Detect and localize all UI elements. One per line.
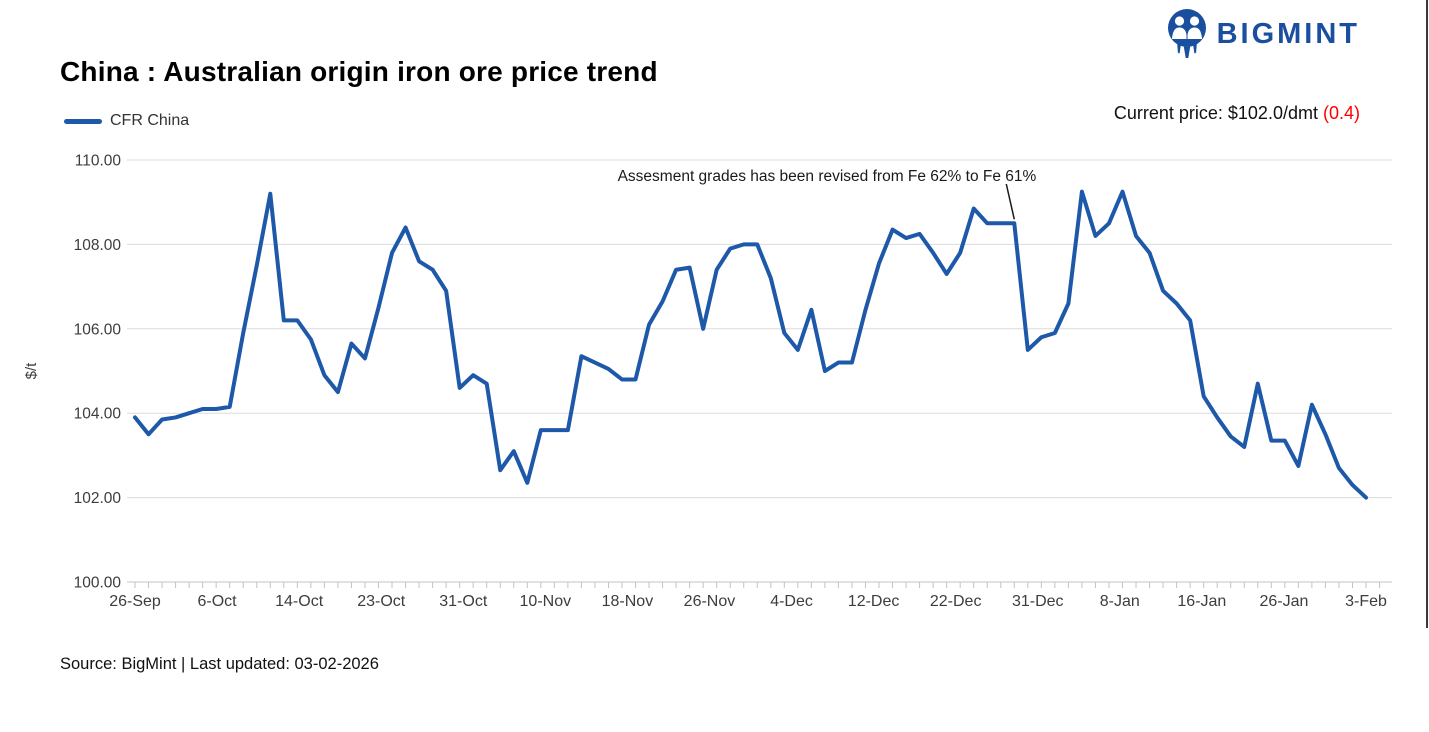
- legend-series-label: CFR China: [110, 112, 190, 129]
- svg-text:104.00: 104.00: [74, 406, 122, 423]
- svg-text:26-Jan: 26-Jan: [1259, 593, 1308, 610]
- svg-text:110.00: 110.00: [75, 153, 122, 170]
- svg-text:23-Oct: 23-Oct: [357, 593, 406, 610]
- current-price: Current price: $102.0/dmt (0.4): [1114, 103, 1360, 124]
- chart-title: China : Australian origin iron ore price…: [60, 56, 658, 87]
- svg-text:26-Nov: 26-Nov: [684, 593, 736, 610]
- legend-line-swatch: [64, 118, 102, 124]
- svg-text:102.00: 102.00: [74, 490, 122, 507]
- svg-text:100.00: 100.00: [74, 575, 122, 592]
- svg-text:16-Jan: 16-Jan: [1177, 593, 1226, 610]
- svg-text:18-Nov: 18-Nov: [602, 593, 654, 610]
- bigmint-logo-text: BIGMINT: [1216, 17, 1360, 50]
- svg-text:106.00: 106.00: [74, 321, 122, 338]
- current-price-change: (0.4): [1322, 103, 1360, 123]
- bigmint-logo-icon: [1167, 9, 1206, 58]
- current-price-label: Current price: $102.0/dmt: [1113, 103, 1318, 123]
- svg-text:31-Oct: 31-Oct: [439, 593, 488, 610]
- source-note: Source: BigMint | Last updated: 03-02-20…: [60, 655, 379, 673]
- window-right-edge: [1426, 0, 1428, 628]
- svg-text:22-Dec: 22-Dec: [930, 593, 982, 610]
- bigmint-logo: BIGMINT: [1166, 8, 1360, 60]
- svg-text:6-Oct: 6-Oct: [198, 593, 238, 610]
- chart-legend: CFR China: [64, 112, 189, 130]
- svg-text:4-Dec: 4-Dec: [770, 593, 813, 610]
- svg-text:10-Nov: 10-Nov: [520, 593, 572, 610]
- chart-annotation: Assesment grades has been revised from F…: [617, 168, 1037, 185]
- svg-text:$/t: $/t: [23, 362, 40, 380]
- svg-text:31-Dec: 31-Dec: [1012, 593, 1064, 610]
- svg-text:26-Sep: 26-Sep: [109, 593, 161, 610]
- svg-text:12-Dec: 12-Dec: [848, 593, 900, 610]
- svg-text:8-Jan: 8-Jan: [1100, 593, 1140, 610]
- svg-text:108.00: 108.00: [74, 237, 122, 254]
- svg-text:14-Oct: 14-Oct: [275, 593, 324, 610]
- svg-text:3-Feb: 3-Feb: [1345, 593, 1387, 610]
